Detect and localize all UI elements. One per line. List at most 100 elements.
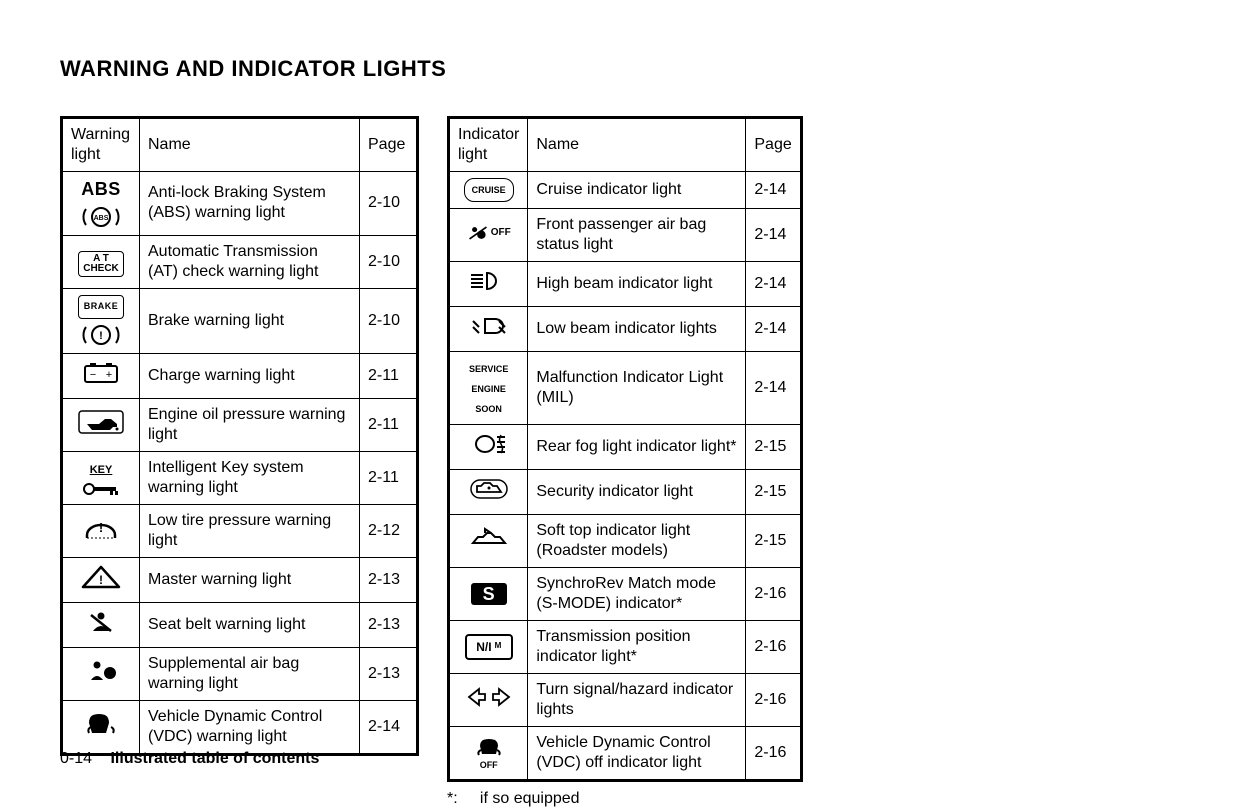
indicator-light-icon: SERVICE ENGINE SOON (449, 352, 528, 425)
warning-light-icon (62, 700, 140, 754)
tables-container: Warning light Name Page ABS ABS (60, 116, 1181, 808)
table-header-row: Warning light Name Page (62, 118, 418, 172)
light-name: Rear fog light indicator light* (528, 425, 746, 470)
warning-light-icon: ! (62, 557, 140, 602)
indicator-light-icon (449, 674, 528, 727)
table-row: SSynchroRev Match mode (S-MODE) indicato… (449, 568, 802, 621)
page-ref: 2-11 (360, 353, 418, 398)
table-row: High beam indicator light2-14 (449, 262, 802, 307)
col-header-name: Name (140, 118, 360, 172)
warning-light-icon (62, 398, 140, 451)
light-name: SynchroRev Match mode (S-MODE) indicator… (528, 568, 746, 621)
col-header-page: Page (360, 118, 418, 172)
page-ref: 2-13 (360, 647, 418, 700)
light-name: Engine oil pressure warning light (140, 398, 360, 451)
page-ref: 2-11 (360, 398, 418, 451)
page-ref: 2-14 (746, 352, 802, 425)
table-row: Low beam indicator lights2-14 (449, 307, 802, 352)
table-row: Seat belt warning light2-13 (62, 602, 418, 647)
table-row: − +Charge warning light2-11 (62, 353, 418, 398)
light-name: Low tire pressure warning light (140, 504, 360, 557)
warning-light-icon (62, 602, 140, 647)
table-row: Supplemental air bag warning light2-13 (62, 647, 418, 700)
table-row: ! Low tire pressure warning light2-12 (62, 504, 418, 557)
footnote-mark: *: (447, 790, 458, 807)
indicator-light-icon (449, 470, 528, 515)
table-row: Engine oil pressure warning light2-11 (62, 398, 418, 451)
table-row: Vehicle Dynamic Control (VDC) warning li… (62, 700, 418, 754)
svg-text:ABS: ABS (94, 215, 109, 222)
warning-lights-table: Warning light Name Page ABS ABS (60, 116, 419, 756)
section-title: Illustrated table of contents (110, 750, 319, 767)
page-ref: 2-16 (746, 674, 802, 727)
indicator-column: Indicator light Name Page CRUISECruise i… (447, 116, 803, 808)
table-row: KEY Intelligent Key system warning light… (62, 451, 418, 504)
indicator-table-body: CRUISECruise indicator light2-14 OFFFron… (449, 172, 802, 781)
page-ref: 2-16 (746, 727, 802, 781)
page-ref: 2-16 (746, 568, 802, 621)
light-name: Transmission position indicator light* (528, 621, 746, 674)
page-ref: 2-10 (360, 235, 418, 288)
footnote-text: if so equipped (480, 790, 580, 807)
light-name: Seat belt warning light (140, 602, 360, 647)
light-name: Anti-lock Braking System (ABS) warning l… (140, 172, 360, 236)
warning-light-icon: A T CHECK (62, 235, 140, 288)
light-name: Supplemental air bag warning light (140, 647, 360, 700)
light-name: Turn signal/hazard indicator lights (528, 674, 746, 727)
table-row: N/I ᴹTransmission position indicator lig… (449, 621, 802, 674)
svg-text:!: ! (99, 573, 103, 587)
page-ref: 2-15 (746, 515, 802, 568)
warning-light-icon: BRAKE ! (62, 288, 140, 353)
page-ref: 2-16 (746, 621, 802, 674)
page-ref: 2-14 (746, 172, 802, 209)
table-row: Soft top indicator light (Roadster model… (449, 515, 802, 568)
light-name: Soft top indicator light (Roadster model… (528, 515, 746, 568)
indicator-light-icon: OFF (449, 209, 528, 262)
page-ref: 2-10 (360, 172, 418, 236)
table-row: ABS ABS Anti-lock Braking System (ABS) w… (62, 172, 418, 236)
warning-light-icon: KEY (62, 451, 140, 504)
warning-light-icon: ! (62, 504, 140, 557)
page-ref: 2-13 (360, 557, 418, 602)
svg-text:−: − (90, 369, 96, 381)
warning-light-icon: ABS ABS (62, 172, 140, 236)
indicator-light-icon (449, 425, 528, 470)
light-name: Charge warning light (140, 353, 360, 398)
table-row: SERVICE ENGINE SOONMalfunction Indicator… (449, 352, 802, 425)
page-ref: 2-15 (746, 470, 802, 515)
light-name: Automatic Transmission (AT) check warnin… (140, 235, 360, 288)
table-row: CRUISECruise indicator light2-14 (449, 172, 802, 209)
indicator-light-icon: S (449, 568, 528, 621)
light-name: Cruise indicator light (528, 172, 746, 209)
page-ref: 2-14 (746, 262, 802, 307)
indicator-light-icon (449, 515, 528, 568)
indicator-lights-table: Indicator light Name Page CRUISECruise i… (447, 116, 803, 782)
page-number: 0-14 (60, 750, 92, 767)
manual-page: WARNING AND INDICATOR LIGHTS Warning lig… (0, 0, 1241, 798)
page-ref: 2-12 (360, 504, 418, 557)
svg-text:!: ! (99, 330, 103, 342)
page-ref: 2-14 (746, 209, 802, 262)
table-row: OFF Vehicle Dynamic Control (VDC) off in… (449, 727, 802, 781)
page-ref: 2-13 (360, 602, 418, 647)
indicator-light-icon (449, 307, 528, 352)
light-name: Intelligent Key system warning light (140, 451, 360, 504)
page-ref: 2-10 (360, 288, 418, 353)
light-name: Brake warning light (140, 288, 360, 353)
footnote: *: if so equipped (447, 790, 803, 808)
table-row: BRAKE ! Brake warning light2-10 (62, 288, 418, 353)
col-header-icon: Indicator light (449, 118, 528, 172)
indicator-light-icon: OFF (449, 727, 528, 781)
warning-light-icon: − + (62, 353, 140, 398)
light-name: Vehicle Dynamic Control (VDC) warning li… (140, 700, 360, 754)
light-name: Front passenger air bag status light (528, 209, 746, 262)
light-name: Low beam indicator lights (528, 307, 746, 352)
table-row: Turn signal/hazard indicator lights2-16 (449, 674, 802, 727)
light-name: High beam indicator light (528, 262, 746, 307)
page-ref: 2-14 (746, 307, 802, 352)
indicator-light-icon (449, 262, 528, 307)
light-name: Master warning light (140, 557, 360, 602)
svg-text:+: + (106, 369, 112, 381)
page-ref: 2-11 (360, 451, 418, 504)
page-ref: 2-14 (360, 700, 418, 754)
